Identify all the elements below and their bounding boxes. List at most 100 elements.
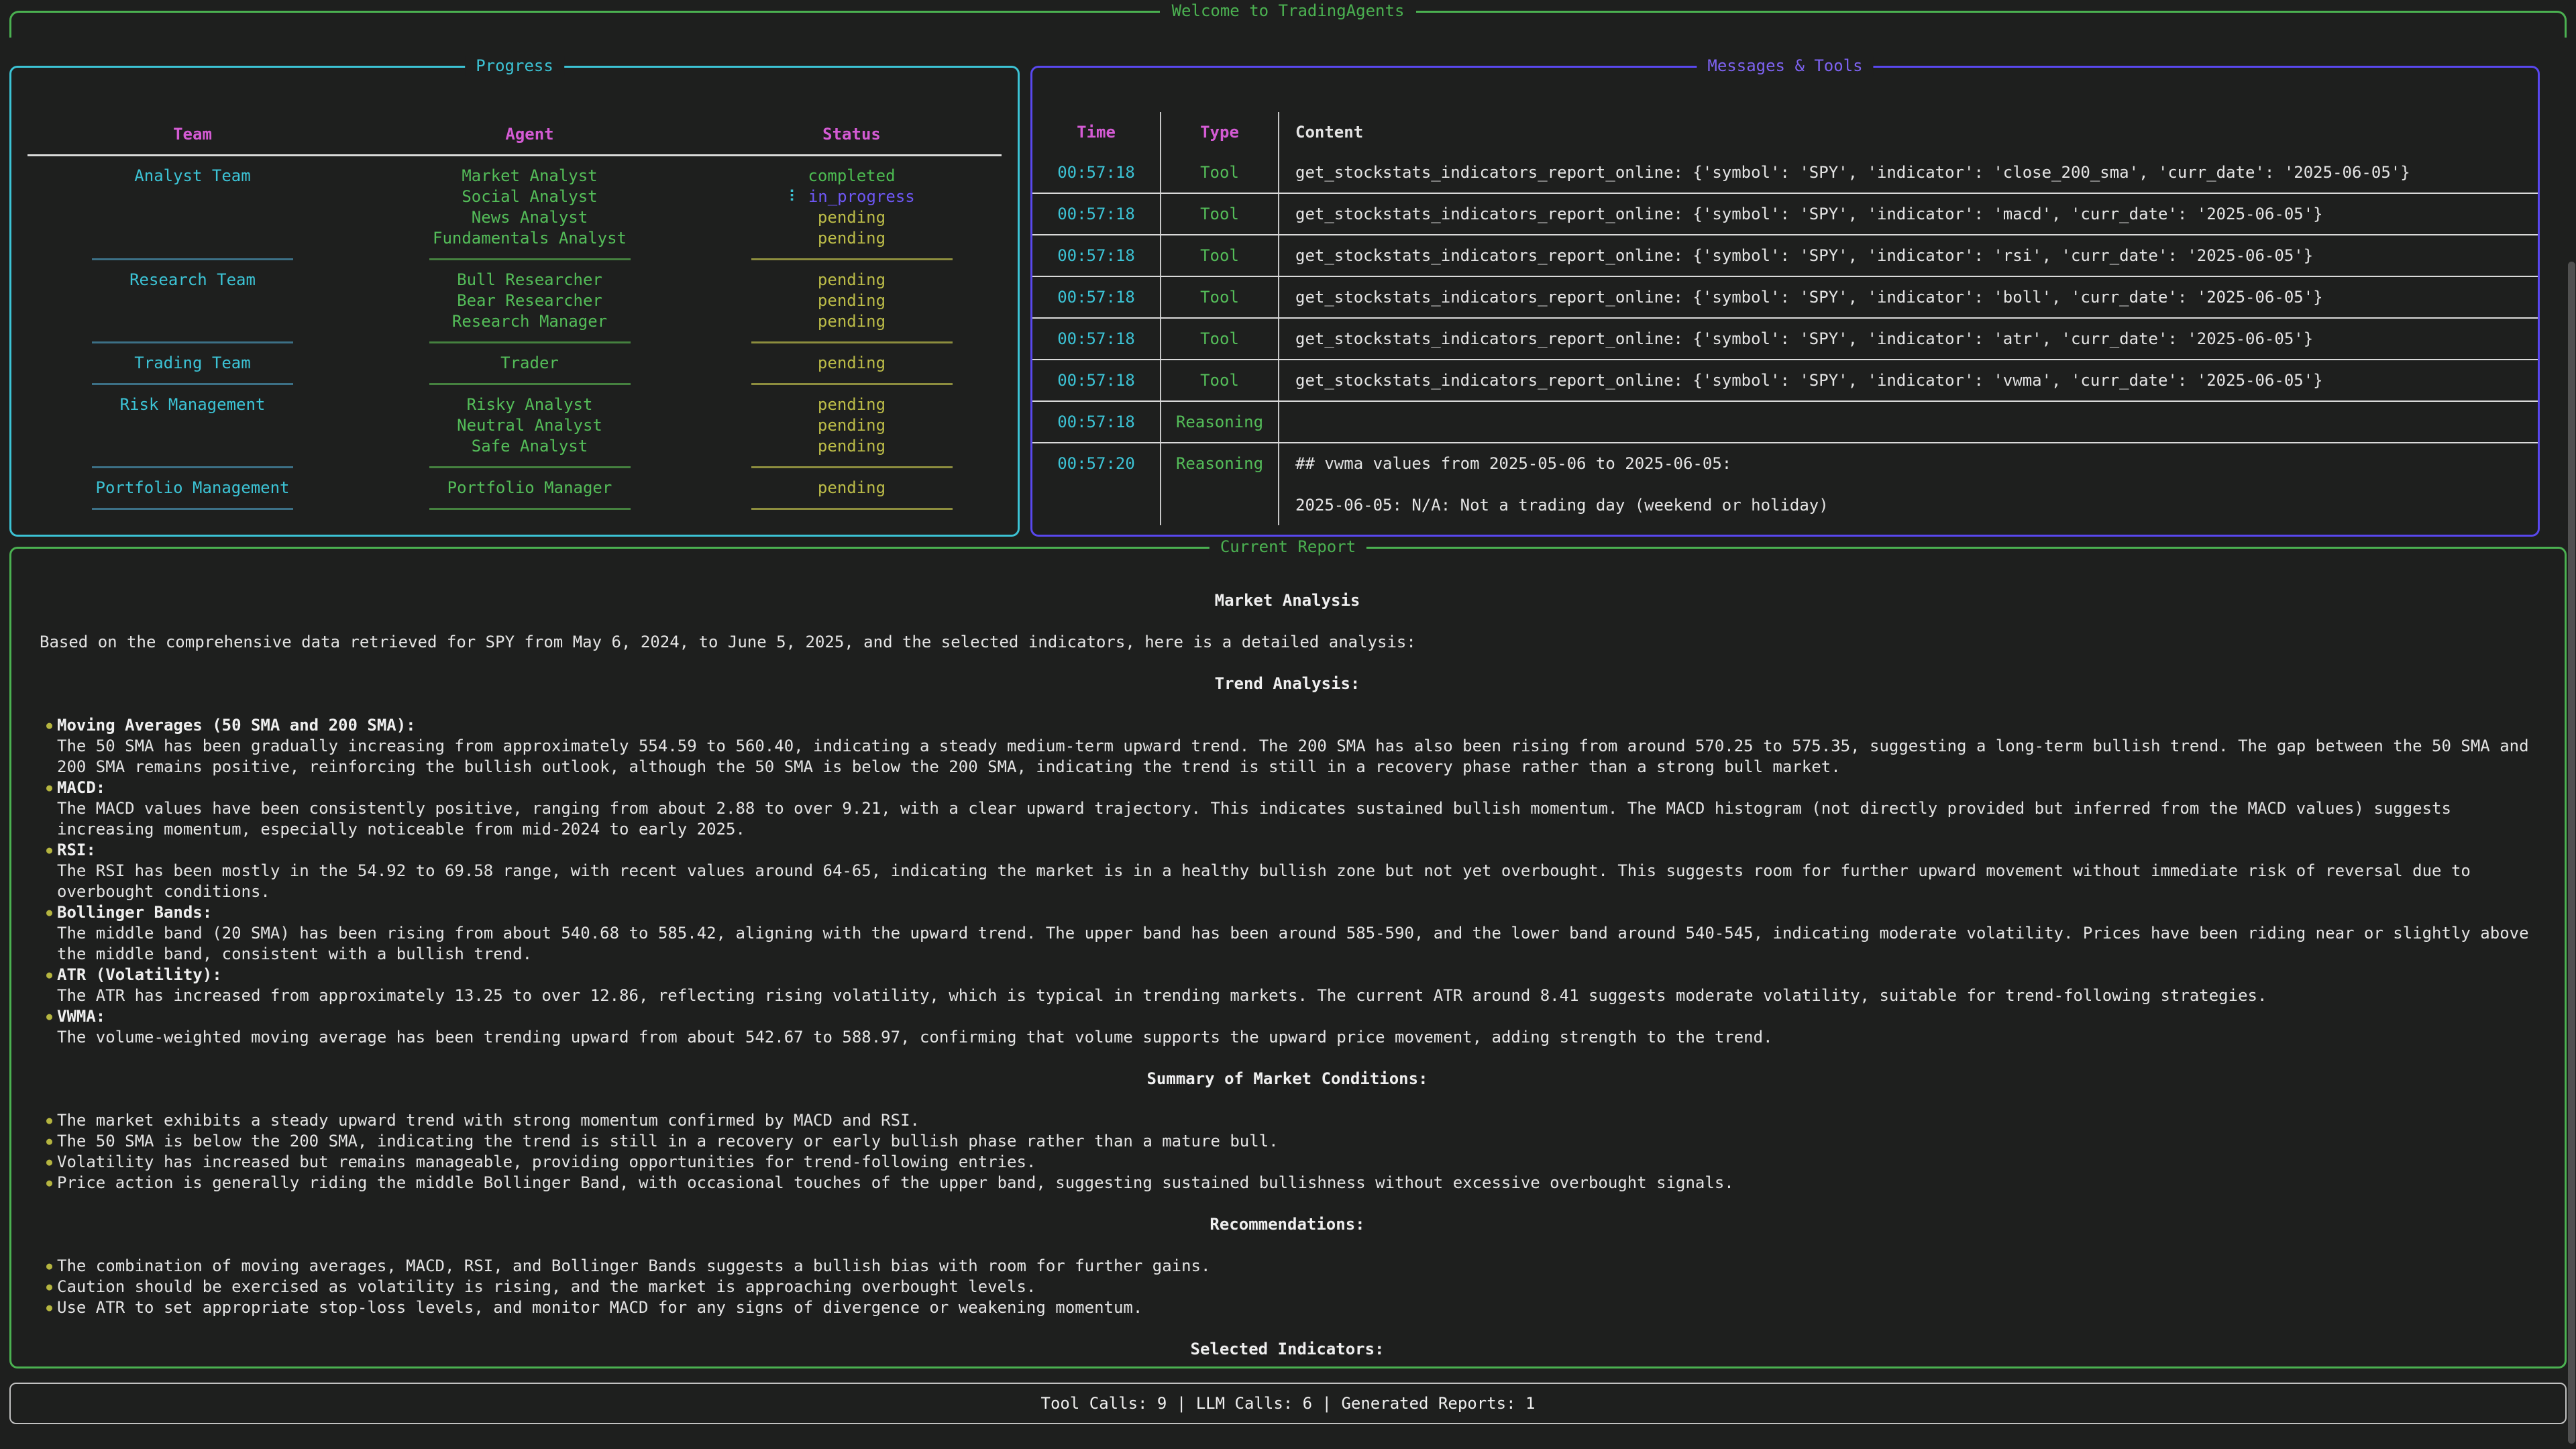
bullet-title: Moving Averages (50 SMA and 200 SMA): <box>57 716 416 735</box>
agent-label: Fundamentals Analyst <box>433 229 627 248</box>
status-text: pending <box>817 291 886 310</box>
bullet-icon: ● <box>46 1114 53 1126</box>
status-separator-line <box>751 508 953 510</box>
status-text: completed <box>808 166 896 185</box>
bullet-text: Price action is generally riding the mid… <box>57 1173 1734 1192</box>
status-separator-line <box>751 258 953 260</box>
message-content: get_stockstats_indicators_report_online:… <box>1278 194 2538 234</box>
team-separator-line <box>92 341 293 343</box>
bullet-text: Bollinger Bands: The middle band (20 SMA)… <box>57 902 2535 965</box>
bullet-text: RSI: The RSI has been mostly in the 54.92… <box>57 840 2535 902</box>
report-section-heading: Selected Indicators: <box>1190 1340 1385 1358</box>
agent-label: Research Manager <box>451 312 608 331</box>
message-time: 00:57:18 <box>1057 205 1135 223</box>
message-type: Tool <box>1160 235 1278 276</box>
message-time: 00:57:18 <box>1057 413 1135 431</box>
message-content: get_stockstats_indicators_report_online:… <box>1278 319 2538 359</box>
messages-table-header: Time Type Content <box>1032 112 2538 152</box>
welcome-header: Welcome to TradingAgents <box>9 1 2567 43</box>
agent-label: Bull Researcher <box>457 270 602 289</box>
progress-rows: Analyst Team Market Analyst completed Socia… <box>11 166 1018 519</box>
stats-text: Tool Calls: 9 | LLM Calls: 6 | Generated… <box>1040 1393 1536 1413</box>
column-header-type: Type <box>1160 112 1278 152</box>
agent-separator-line <box>429 258 631 260</box>
team-label: Trading Team <box>134 354 251 372</box>
agent-label: Market Analyst <box>462 166 598 185</box>
team-label: Risk Management <box>119 395 266 414</box>
report-bullet: ● Volatility has increased but remains ma… <box>40 1152 2535 1173</box>
progress-table-header: Team Agent Status <box>11 124 1018 145</box>
header-rule <box>11 145 1018 166</box>
status-text: pending <box>817 416 886 435</box>
status-text: pending <box>817 478 886 497</box>
agent-separator-line <box>429 341 631 343</box>
report-bullet: ● The 50 SMA is below the 200 SMA, indica… <box>40 1131 2535 1152</box>
progress-row: Analyst Team Market Analyst completed <box>11 166 1018 186</box>
group-separator <box>11 332 1018 353</box>
report-intro: Based on the comprehensive data retrieve… <box>40 633 1416 651</box>
header-rule-left <box>27 11 1160 13</box>
status-text: pending <box>817 208 886 227</box>
scrollbar-thumb[interactable] <box>2568 262 2575 1444</box>
column-header-time: Time <box>1077 123 1116 142</box>
agent-separator-line <box>429 508 631 510</box>
status-label: pending <box>686 415 1018 436</box>
bullet-icon: ● <box>46 1281 53 1293</box>
bullet-icon: ● <box>46 719 53 731</box>
message-type: Tool <box>1160 360 1278 400</box>
status-spinner-icon: ⠇ <box>788 187 800 206</box>
agent-label: Portfolio Manager <box>447 478 612 497</box>
report-heading: Market Analysis <box>1214 591 1360 610</box>
progress-row: Fundamentals Analyst pending <box>11 228 1018 249</box>
bullet-text: The combination of moving averages, MACD… <box>57 1256 1211 1275</box>
bullet-icon: ● <box>46 782 53 794</box>
message-row: 00:57:18 Tool get_stockstats_indicators_re… <box>1032 359 2538 400</box>
bullet-title: MACD: <box>57 778 106 797</box>
agent-label: Bear Researcher <box>457 291 602 310</box>
message-type: Tool <box>1160 194 1278 234</box>
bullet-text: The market exhibits a steady upward tren… <box>57 1111 920 1130</box>
message-type: Reasoning <box>1160 402 1278 442</box>
message-row: 00:57:18 Tool get_stockstats_indicators_re… <box>1032 152 2538 193</box>
message-type: Tool <box>1160 152 1278 193</box>
message-time: 00:57:18 <box>1057 288 1135 307</box>
report-bullet-group: ● Moving Averages (50 SMA and 200 SMA): Th… <box>40 715 2535 1048</box>
status-label: pending <box>686 353 1018 374</box>
status-text: pending <box>817 354 886 372</box>
message-time: 00:57:18 <box>1057 163 1135 182</box>
column-header-content: Content <box>1278 112 2538 152</box>
team-label: Analyst Team <box>134 166 251 185</box>
progress-row: Bear Researcher pending <box>11 290 1018 311</box>
status-label: pending <box>686 436 1018 457</box>
bullet-text: Caution should be exercised as volatilit… <box>57 1277 1036 1296</box>
agent-separator-line <box>429 383 631 385</box>
bullet-icon: ● <box>46 906 53 918</box>
group-separator <box>11 457 1018 478</box>
message-content: ## vwma values from 2025-05-06 to 2025-0… <box>1278 443 2538 525</box>
agent-label: Risky Analyst <box>466 395 593 414</box>
status-text: pending <box>817 229 886 248</box>
message-time: 00:57:20 <box>1057 454 1135 473</box>
agent-label: Social Analyst <box>462 187 598 206</box>
status-label: ⠇ in_progress <box>686 186 1018 207</box>
bullet-icon: ● <box>46 1177 53 1189</box>
bullet-icon: ● <box>46 1135 53 1147</box>
status-text: in_progress <box>808 187 915 206</box>
team-separator-line <box>92 258 293 260</box>
app-title: Welcome to TradingAgents <box>1171 1 1405 20</box>
status-label: pending <box>686 478 1018 498</box>
progress-row: Neutral Analyst pending <box>11 415 1018 436</box>
report-bullet: ● Bollinger Bands: The middle band (20 SMA… <box>40 902 2535 965</box>
status-label: pending <box>686 394 1018 415</box>
status-label: pending <box>686 290 1018 311</box>
status-label: pending <box>686 311 1018 332</box>
progress-table: Team Agent Status Analyst Team Market Ana… <box>11 124 1018 519</box>
bullet-text: VWMA: The volume-weighted moving average … <box>57 1006 2535 1048</box>
message-time: 00:57:18 <box>1057 246 1135 265</box>
bullet-text: The 50 SMA is below the 200 SMA, indicat… <box>57 1132 1279 1150</box>
message-row: 00:57:18 Reasoning <box>1032 400 2538 442</box>
bullet-icon: ● <box>46 969 53 981</box>
current-report-panel: Current Report Market Analysis Based on … <box>9 537 2567 1368</box>
report-bullet: ● The market exhibits a steady upward tre… <box>40 1110 2535 1131</box>
message-type: Tool <box>1160 319 1278 359</box>
